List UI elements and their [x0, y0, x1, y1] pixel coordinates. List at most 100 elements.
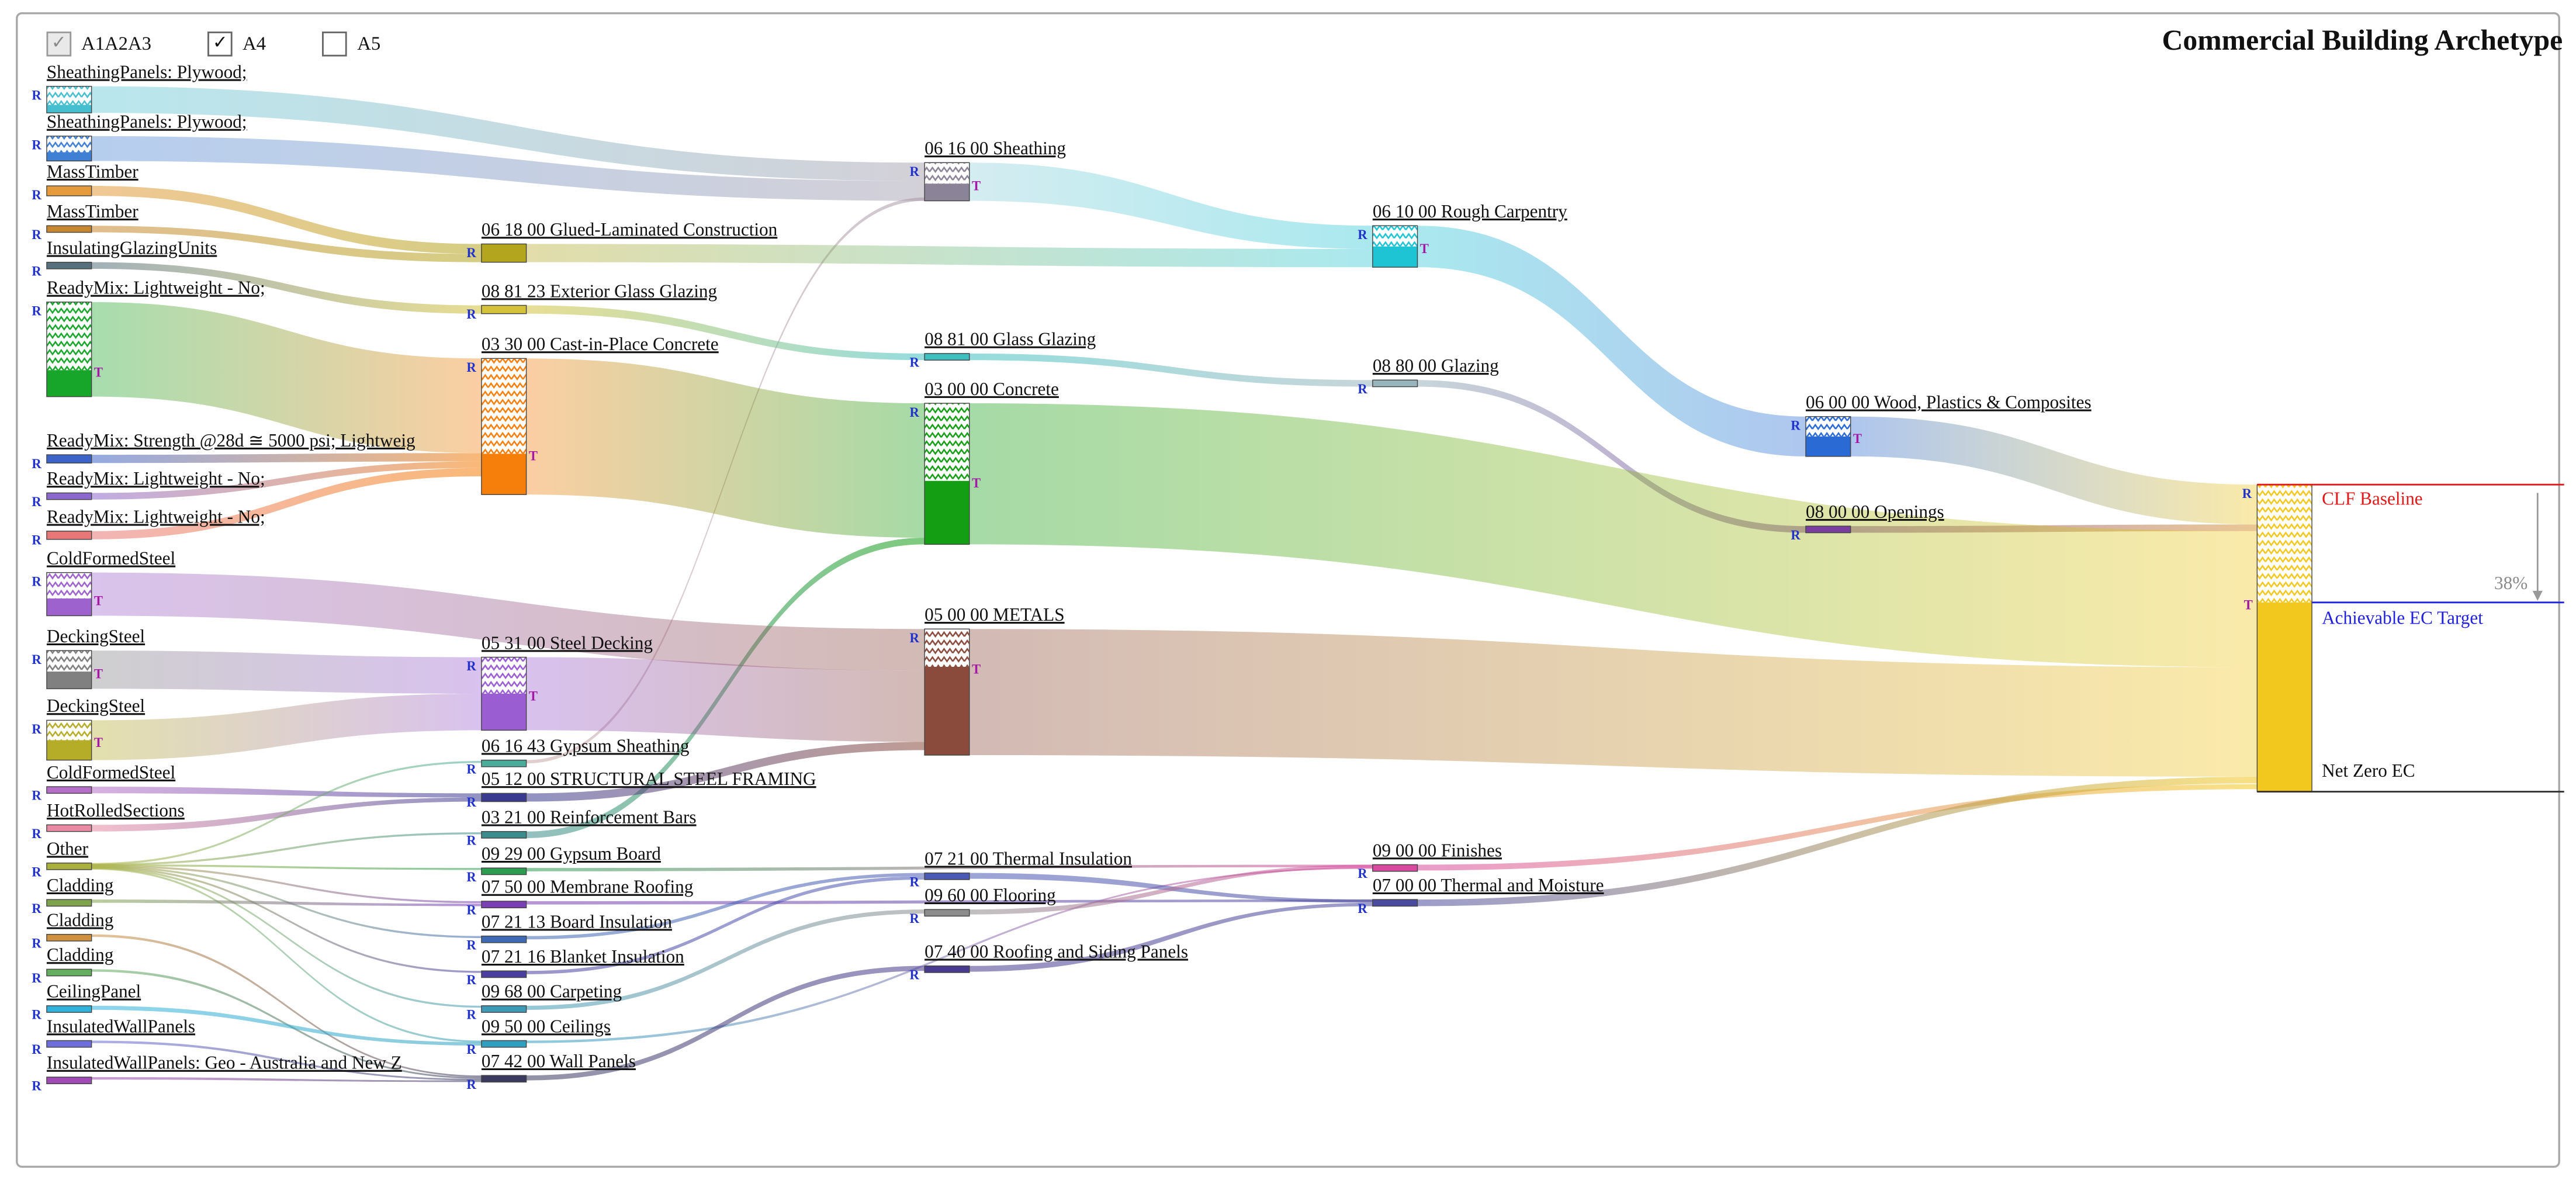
marker-r-icon[interactable]: R [32, 88, 41, 102]
flow-L17-M14[interactable] [91, 934, 482, 1077]
marker-r-icon[interactable]: R [1791, 528, 1801, 542]
flow-N7-O4[interactable] [969, 902, 1373, 972]
node-rect-L4[interactable] [46, 225, 92, 233]
checkbox-a1a2a3-box[interactable]: ✓ [46, 31, 72, 57]
flow-L15-M12[interactable] [91, 867, 482, 1008]
marker-r-icon[interactable]: R [32, 227, 41, 242]
marker-r-icon[interactable]: R [910, 355, 920, 370]
marker-r-icon[interactable]: R [466, 973, 476, 987]
marker-t-icon[interactable]: T [94, 666, 103, 681]
checkbox-a4[interactable]: ✓ A4 [207, 31, 266, 57]
marker-r-icon[interactable]: R [466, 903, 476, 918]
marker-r-icon[interactable]: R [466, 245, 476, 260]
checkbox-a4-box[interactable]: ✓ [207, 31, 233, 57]
flow-O1-P1[interactable] [1417, 226, 1806, 456]
node-rect-M6[interactable] [481, 793, 527, 802]
flow-L8-M3[interactable] [91, 461, 482, 500]
flow-M11-N5[interactable] [526, 876, 925, 974]
flow-N2-O2[interactable] [969, 353, 1373, 387]
marker-r-icon[interactable]: R [32, 722, 41, 736]
node-rect-L12[interactable] [46, 719, 92, 761]
flow-N4-F1[interactable] [969, 629, 2258, 777]
node-rect-L16[interactable] [46, 899, 92, 907]
flow-M12-N6[interactable] [526, 909, 925, 1010]
node-rect-L6[interactable] [46, 302, 92, 397]
marker-t-icon[interactable]: T [529, 688, 538, 703]
node-rect-L14[interactable] [46, 824, 92, 832]
node-rect-L13[interactable] [46, 786, 92, 794]
marker-t-icon[interactable]: T [1420, 241, 1429, 256]
flow-L9-M3[interactable] [91, 468, 482, 539]
marker-r-icon[interactable]: R [466, 870, 476, 884]
flow-M8-O3[interactable] [526, 864, 1373, 871]
marker-r-icon[interactable]: R [910, 911, 920, 926]
node-rect-N4[interactable] [924, 628, 970, 756]
node-rect-N1[interactable] [924, 162, 970, 202]
marker-r-icon[interactable]: R [466, 762, 476, 776]
node-rect-M4[interactable] [481, 656, 527, 731]
node-rect-L8[interactable] [46, 492, 92, 500]
marker-t-icon[interactable]: T [529, 449, 538, 463]
node-rect-O3[interactable] [1372, 864, 1418, 872]
node-rect-L15[interactable] [46, 862, 92, 870]
marker-r-icon[interactable]: R [32, 456, 41, 471]
node-rect-N5[interactable] [924, 872, 970, 880]
node-rect-O4[interactable] [1372, 899, 1418, 907]
marker-r-icon[interactable]: R [32, 901, 41, 916]
node-rect-P2[interactable] [1805, 525, 1851, 534]
node-rect-O1[interactable] [1372, 225, 1418, 268]
marker-r-icon[interactable]: R [466, 1042, 476, 1057]
node-rect-L20[interactable] [46, 1040, 92, 1048]
marker-r-icon[interactable]: R [32, 188, 41, 202]
marker-r-icon[interactable]: R [466, 659, 476, 673]
marker-r-icon[interactable]: R [1358, 227, 1367, 242]
flow-L15-M11[interactable] [91, 866, 482, 973]
node-rect-M14[interactable] [481, 1075, 527, 1083]
marker-t-icon[interactable]: T [972, 662, 981, 676]
checkbox-a5[interactable]: A5 [322, 31, 380, 57]
flow-M4-N4[interactable] [526, 657, 925, 742]
flow-N6-O3[interactable] [969, 864, 1373, 915]
flow-L4-M1[interactable] [91, 226, 482, 262]
node-rect-L1[interactable] [46, 85, 92, 113]
flow-M13-O3[interactable] [526, 867, 1373, 1043]
marker-r-icon[interactable]: R [466, 1077, 476, 1092]
marker-r-icon[interactable]: R [910, 164, 920, 179]
flow-M3-N3[interactable] [526, 358, 925, 538]
flow-P1-F1[interactable] [1850, 416, 2258, 525]
node-rect-L2[interactable] [46, 136, 92, 162]
node-rect-L10[interactable] [46, 572, 92, 617]
node-rect-N2[interactable] [924, 353, 970, 361]
marker-t-icon[interactable]: T [94, 593, 103, 608]
marker-r-icon[interactable]: R [32, 1079, 41, 1094]
marker-r-icon[interactable]: R [1358, 866, 1367, 881]
node-rect-M1[interactable] [481, 243, 527, 263]
flow-L10-N4[interactable] [91, 572, 925, 671]
marker-t-icon[interactable]: T [972, 476, 981, 490]
marker-r-icon[interactable]: R [32, 304, 41, 319]
flow-M6-N4[interactable] [526, 742, 925, 802]
flow-L6-M3[interactable] [91, 302, 482, 454]
marker-t-icon[interactable]: T [94, 365, 103, 380]
flow-O4-F1[interactable] [1417, 776, 2258, 906]
node-rect-N3[interactable] [924, 403, 970, 545]
marker-r-icon[interactable]: R [2242, 486, 2252, 501]
flow-N3-F1[interactable] [969, 403, 2258, 667]
node-rect-M12[interactable] [481, 1005, 527, 1013]
node-rect-M11[interactable] [481, 970, 527, 978]
flow-N1-O1[interactable] [969, 162, 1373, 249]
marker-r-icon[interactable]: R [1358, 901, 1367, 916]
node-rect-P1[interactable] [1805, 416, 1851, 457]
marker-r-icon[interactable]: R [32, 138, 41, 153]
flow-L15-M5[interactable] [91, 760, 482, 866]
flow-L2-N1[interactable] [91, 136, 925, 201]
marker-r-icon[interactable]: R [32, 652, 41, 667]
marker-r-icon[interactable]: R [466, 360, 476, 375]
marker-r-icon[interactable]: R [32, 1042, 41, 1057]
checkbox-a5-box[interactable] [322, 31, 348, 57]
marker-t-icon[interactable]: T [1853, 431, 1862, 446]
flow-L1-N1[interactable] [91, 86, 925, 181]
marker-r-icon[interactable]: R [466, 833, 476, 847]
flow-L15-M8[interactable] [91, 864, 482, 870]
marker-r-icon[interactable]: R [32, 971, 41, 985]
